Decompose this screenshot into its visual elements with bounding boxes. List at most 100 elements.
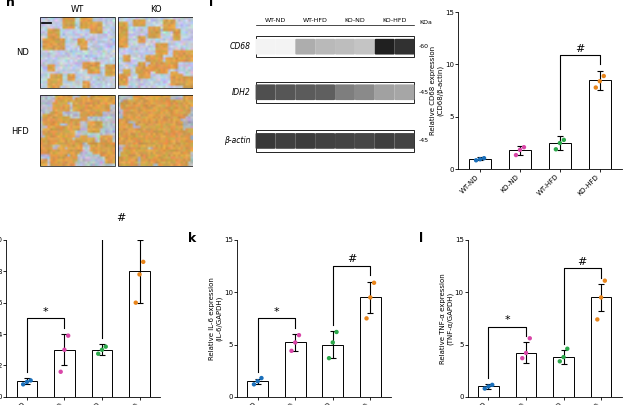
Point bbox=[559, 136, 569, 143]
FancyBboxPatch shape bbox=[394, 39, 414, 55]
FancyBboxPatch shape bbox=[375, 39, 394, 55]
Point bbox=[249, 381, 259, 388]
Text: KO: KO bbox=[150, 5, 161, 14]
FancyBboxPatch shape bbox=[295, 133, 315, 149]
Point bbox=[131, 299, 141, 306]
Bar bbox=[360, 297, 381, 397]
Bar bbox=[247, 381, 268, 397]
FancyBboxPatch shape bbox=[295, 39, 315, 55]
Point bbox=[369, 279, 379, 286]
FancyBboxPatch shape bbox=[335, 39, 355, 55]
Text: WT-ND: WT-ND bbox=[265, 19, 286, 23]
Text: -60: -60 bbox=[419, 44, 429, 49]
Point bbox=[480, 385, 490, 392]
FancyBboxPatch shape bbox=[335, 84, 355, 100]
Text: #: # bbox=[575, 43, 585, 53]
Point bbox=[63, 333, 73, 339]
Bar bbox=[478, 386, 499, 397]
FancyBboxPatch shape bbox=[276, 84, 295, 100]
Point bbox=[475, 156, 485, 162]
Point bbox=[97, 347, 107, 353]
Point bbox=[26, 377, 36, 384]
FancyBboxPatch shape bbox=[355, 84, 375, 100]
Text: #: # bbox=[116, 213, 126, 223]
Point bbox=[100, 343, 111, 350]
Text: KO-HFD: KO-HFD bbox=[382, 19, 407, 23]
Point bbox=[555, 358, 565, 364]
Text: -45: -45 bbox=[419, 139, 430, 143]
Text: β-actin: β-actin bbox=[224, 136, 251, 145]
Point bbox=[517, 355, 528, 361]
Bar bbox=[591, 297, 612, 397]
Text: #: # bbox=[578, 256, 587, 266]
Point bbox=[525, 335, 535, 341]
Text: k: k bbox=[188, 232, 196, 245]
Point bbox=[328, 339, 338, 346]
FancyBboxPatch shape bbox=[355, 133, 375, 149]
Point bbox=[60, 347, 70, 353]
Y-axis label: Relative CD68 expression
(CD68/β-actin): Relative CD68 expression (CD68/β-actin) bbox=[430, 46, 443, 135]
Text: i: i bbox=[209, 0, 213, 9]
FancyBboxPatch shape bbox=[375, 133, 394, 149]
Text: *: * bbox=[504, 315, 510, 325]
Text: l: l bbox=[419, 232, 423, 245]
Point bbox=[138, 259, 148, 265]
Bar bbox=[553, 357, 574, 397]
Point bbox=[471, 157, 481, 164]
Point bbox=[515, 147, 525, 153]
Point bbox=[598, 73, 609, 79]
Bar bbox=[285, 343, 306, 397]
FancyBboxPatch shape bbox=[256, 133, 276, 149]
Point bbox=[294, 332, 304, 338]
Point bbox=[18, 381, 28, 388]
Point bbox=[365, 294, 376, 301]
Point bbox=[555, 140, 565, 146]
Text: WT-HFD: WT-HFD bbox=[303, 19, 328, 23]
Text: KO-ND: KO-ND bbox=[345, 19, 365, 23]
Point bbox=[521, 350, 531, 356]
Bar bbox=[469, 159, 491, 169]
FancyBboxPatch shape bbox=[276, 133, 295, 149]
Bar bbox=[54, 350, 75, 397]
FancyBboxPatch shape bbox=[256, 130, 414, 151]
Text: h: h bbox=[6, 0, 15, 9]
Point bbox=[558, 354, 568, 360]
Text: IDH2: IDH2 bbox=[232, 88, 251, 97]
Text: ND: ND bbox=[16, 49, 29, 58]
Point bbox=[591, 84, 601, 91]
FancyBboxPatch shape bbox=[355, 39, 375, 55]
Text: *: * bbox=[43, 307, 48, 317]
Text: CD68: CD68 bbox=[230, 42, 251, 51]
FancyBboxPatch shape bbox=[295, 84, 315, 100]
Text: KDa: KDa bbox=[419, 20, 432, 25]
Y-axis label: Relative IL-6 expression
(IL-6/GAPDH): Relative IL-6 expression (IL-6/GAPDH) bbox=[209, 277, 222, 360]
Point bbox=[56, 369, 66, 375]
Text: #: # bbox=[347, 254, 356, 264]
FancyBboxPatch shape bbox=[394, 84, 414, 100]
FancyBboxPatch shape bbox=[256, 81, 414, 103]
Point bbox=[592, 316, 602, 323]
FancyBboxPatch shape bbox=[315, 39, 335, 55]
FancyBboxPatch shape bbox=[335, 133, 355, 149]
Point bbox=[332, 329, 342, 335]
Text: WT: WT bbox=[71, 5, 84, 14]
Point bbox=[484, 383, 494, 390]
Y-axis label: Relative TNF-α expression
(TNF-α/GAPDH): Relative TNF-α expression (TNF-α/GAPDH) bbox=[440, 273, 453, 364]
Bar bbox=[129, 271, 150, 397]
Text: *: * bbox=[274, 307, 279, 317]
Bar bbox=[322, 345, 343, 397]
Point bbox=[134, 271, 144, 278]
Point bbox=[595, 78, 605, 85]
FancyBboxPatch shape bbox=[256, 36, 414, 58]
FancyBboxPatch shape bbox=[394, 133, 414, 149]
Point bbox=[22, 379, 32, 385]
Bar bbox=[549, 143, 571, 169]
FancyBboxPatch shape bbox=[315, 133, 335, 149]
Point bbox=[511, 152, 521, 158]
Text: -45: -45 bbox=[419, 90, 430, 95]
Point bbox=[562, 345, 572, 352]
FancyBboxPatch shape bbox=[375, 84, 394, 100]
Bar bbox=[509, 150, 531, 169]
Point bbox=[519, 144, 529, 150]
Point bbox=[256, 375, 266, 381]
